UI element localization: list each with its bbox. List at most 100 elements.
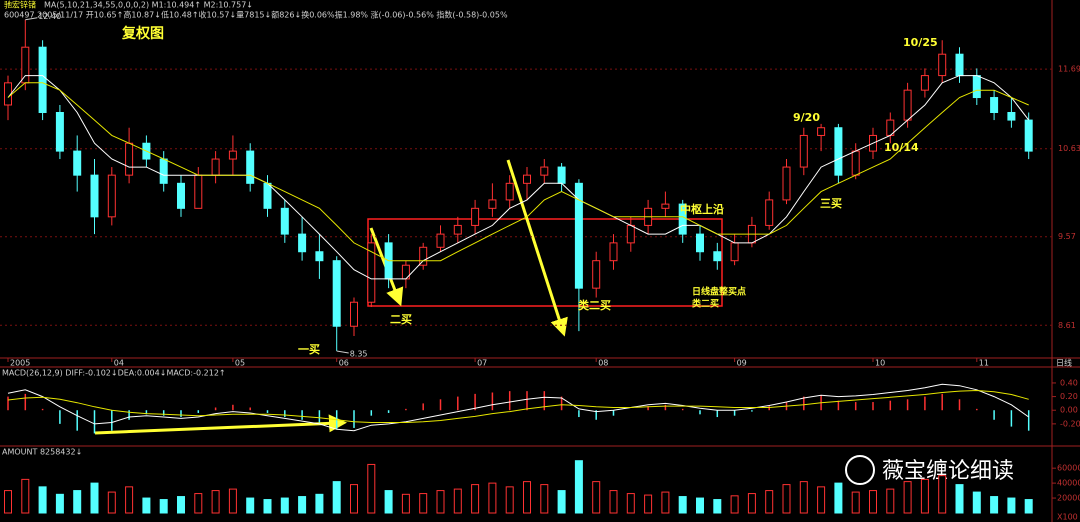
amount-bar xyxy=(1007,497,1016,514)
annotation: 类二买 xyxy=(692,298,719,310)
annotation: 日线盘整买点 xyxy=(692,286,746,298)
candle-body xyxy=(505,182,514,201)
candle-body xyxy=(765,199,774,226)
amount-bar xyxy=(713,499,722,514)
amount-bar xyxy=(1024,499,1033,514)
unit-label: X100 xyxy=(1057,513,1078,522)
candle-body xyxy=(73,150,82,176)
panel-title: AMOUNT 8258432↓ xyxy=(2,448,82,457)
amount-bar xyxy=(609,490,618,514)
candle-body xyxy=(298,233,307,253)
line xyxy=(7,82,1029,262)
candle-body xyxy=(972,75,981,99)
y-tick-label: 200000 xyxy=(1057,494,1080,503)
amount-bar xyxy=(73,490,82,514)
annotation: 一买 xyxy=(298,343,320,356)
candle-body xyxy=(782,166,791,201)
candle-body xyxy=(90,174,99,218)
x-tick-label: 04 xyxy=(114,359,124,368)
candle-body xyxy=(177,182,185,209)
candle-body xyxy=(574,182,583,289)
candle-body xyxy=(834,127,843,176)
annotation: 二买 xyxy=(390,313,412,326)
annotation: 类二买 xyxy=(578,298,611,312)
amount-bar xyxy=(55,493,64,514)
candle-body xyxy=(1007,111,1016,121)
amount-bar xyxy=(21,478,30,514)
amount-bar xyxy=(177,496,185,514)
y-tick-label: 9.57 xyxy=(1058,232,1076,241)
y-tick-label: 8.61 xyxy=(1058,321,1076,330)
amount-bar xyxy=(747,493,756,514)
x-tick-label: 2005 xyxy=(10,359,30,368)
candle-body xyxy=(661,203,670,209)
amount-bar xyxy=(125,486,134,514)
x-tick-label: 11 xyxy=(979,359,989,368)
candle-body xyxy=(626,224,635,244)
amount-bar xyxy=(661,491,670,514)
candle-body xyxy=(211,158,220,176)
stock-name: 驰宏锌锗 xyxy=(4,0,36,10)
candle-body xyxy=(851,150,860,176)
y-tick-label: 400000 xyxy=(1057,479,1080,488)
annotation: 9/20 xyxy=(793,111,820,124)
candle-body xyxy=(228,150,237,160)
watermark-icon xyxy=(845,455,875,485)
candle-body xyxy=(557,166,566,184)
amount-bar xyxy=(453,488,462,514)
y-tick-label: 600000 xyxy=(1057,464,1080,473)
arrow xyxy=(506,159,568,337)
amount-bar xyxy=(765,490,774,514)
chart-title: 复权图 xyxy=(121,25,164,42)
amount-bar xyxy=(471,484,480,514)
candle-body xyxy=(471,207,480,226)
annotation: 10/25 xyxy=(903,36,938,49)
amount-bar xyxy=(834,482,843,514)
quote-info: 600497 2005/11/17 开10.65↑高10.87↓低10.48↑收… xyxy=(4,10,508,20)
amount-bar xyxy=(626,493,635,514)
amount-bar xyxy=(730,495,739,514)
y-tick-label: -0.20 xyxy=(1060,419,1080,428)
amount-bar xyxy=(869,490,877,514)
amount-bar xyxy=(696,497,704,514)
candle-body xyxy=(1024,119,1033,152)
amount-bar xyxy=(350,484,358,514)
watermark: 薇宝缠论细读 xyxy=(882,459,1014,484)
amount-bar xyxy=(505,486,514,514)
line xyxy=(7,389,1029,423)
amount-bar xyxy=(332,481,341,514)
amount-bar xyxy=(384,490,393,514)
y-tick-label: 0.40 xyxy=(1060,378,1078,387)
amount-bar xyxy=(488,482,497,514)
amount-bar xyxy=(903,481,912,514)
candle-body xyxy=(488,199,497,209)
arrow xyxy=(369,227,404,307)
candle-body xyxy=(955,53,964,77)
amount-bar xyxy=(990,496,999,514)
candle-body xyxy=(540,166,549,176)
x-tick-label: 07 xyxy=(477,359,487,368)
annotation: 10/14 xyxy=(884,141,919,154)
candle-body xyxy=(730,242,739,262)
candle-body xyxy=(920,75,929,91)
line xyxy=(7,383,1029,432)
amount-bar xyxy=(955,484,964,514)
candle-body xyxy=(125,142,134,176)
x-tick-label: 09 xyxy=(737,359,747,368)
candle-body xyxy=(678,203,687,235)
ma-info: MA(5,10,21,34,55,0,0,0,2) M1:10.494↑ M2:… xyxy=(44,1,253,10)
amount-bar xyxy=(263,499,272,514)
candle-body xyxy=(194,174,203,209)
line xyxy=(7,75,1030,280)
candle-body xyxy=(609,242,618,262)
candle-body xyxy=(246,150,255,184)
amount-bar xyxy=(194,493,203,514)
candle-body xyxy=(315,251,324,262)
amount-bar xyxy=(592,481,601,514)
amount-bar xyxy=(523,481,531,514)
amount-bar xyxy=(436,490,445,514)
candle-body xyxy=(938,53,947,77)
amount-bar xyxy=(90,482,99,514)
candle-body xyxy=(990,97,999,113)
